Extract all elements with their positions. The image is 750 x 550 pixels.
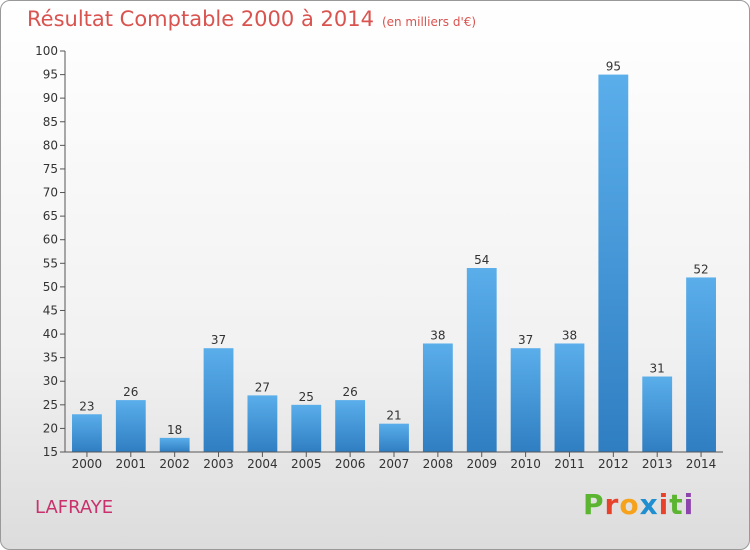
x-tick-label-2008: 2008 bbox=[423, 457, 454, 471]
bar-2009 bbox=[466, 268, 497, 452]
data-label-2001: 26 bbox=[123, 385, 138, 399]
x-tick-label-2010: 2010 bbox=[510, 457, 541, 471]
data-label-2000: 23 bbox=[79, 399, 94, 413]
logo-letter: i bbox=[658, 488, 670, 521]
bar-2004 bbox=[247, 395, 278, 452]
x-tick-label-2014: 2014 bbox=[686, 457, 717, 471]
y-tick-label: 70 bbox=[43, 186, 58, 200]
data-label-2002: 18 bbox=[167, 423, 182, 437]
data-label-2009: 54 bbox=[474, 253, 489, 267]
logo-letter: t bbox=[669, 488, 684, 521]
bar-2014 bbox=[686, 277, 716, 452]
data-label-2013: 31 bbox=[650, 362, 665, 376]
logo-letter: o bbox=[619, 488, 640, 521]
logo-letter: x bbox=[639, 488, 659, 521]
y-tick-label: 20 bbox=[43, 421, 58, 435]
logo-letter: P bbox=[583, 488, 605, 521]
data-label-2014: 52 bbox=[693, 262, 708, 276]
bar-2011 bbox=[554, 343, 585, 452]
y-tick-label: 65 bbox=[43, 209, 58, 223]
data-label-2005: 25 bbox=[299, 390, 314, 404]
logo-letter: r bbox=[604, 488, 620, 521]
y-tick-label: 45 bbox=[43, 303, 58, 317]
y-tick-label: 60 bbox=[43, 233, 58, 247]
logo-letter: i bbox=[683, 488, 695, 521]
y-tick-label: 80 bbox=[43, 138, 58, 152]
bar-2006 bbox=[335, 400, 366, 452]
data-label-2003: 37 bbox=[211, 333, 226, 347]
bars-group: 23 26 18 37 27 25 26 21 38 54 37 38 95 31 52 bbox=[72, 60, 716, 453]
data-label-2008: 38 bbox=[430, 328, 445, 342]
chart-title: Résultat Comptable 2000 à 2014 (en millie… bbox=[27, 7, 476, 31]
bar-2002 bbox=[159, 437, 190, 452]
data-label-2006: 26 bbox=[342, 385, 357, 399]
y-tick-label: 30 bbox=[43, 374, 58, 388]
x-tick-label-2012: 2012 bbox=[598, 457, 629, 471]
x-tick-label-2005: 2005 bbox=[291, 457, 322, 471]
x-tick-label-2004: 2004 bbox=[247, 457, 278, 471]
x-tick-label-2003: 2003 bbox=[203, 457, 234, 471]
y-tick-label: 75 bbox=[43, 162, 58, 176]
x-axis: 2000 2001 2002 2003 2004 2005 2006 2007 2008 2009… bbox=[65, 451, 723, 471]
y-tick-label: 35 bbox=[43, 351, 58, 365]
x-tick-label-2002: 2002 bbox=[159, 457, 190, 471]
data-label-2007: 21 bbox=[386, 409, 401, 423]
x-tick-label-2011: 2011 bbox=[554, 457, 585, 471]
y-axis: 15 20 25 30 35 40 45 50 55 60 65 70 75 80 85 90 95 100 bbox=[35, 44, 66, 459]
bar-2000 bbox=[72, 414, 102, 452]
proxiti-logo: Proxiti bbox=[583, 488, 694, 521]
y-tick-label: 15 bbox=[43, 445, 58, 459]
data-label-2004: 27 bbox=[255, 380, 270, 394]
y-tick-label: 50 bbox=[43, 280, 58, 294]
bar-2005 bbox=[291, 404, 322, 452]
bar-2013 bbox=[642, 376, 673, 452]
bar-2001 bbox=[115, 400, 146, 452]
bar-2003 bbox=[203, 348, 234, 452]
chart-unit: (en milliers d'€) bbox=[381, 15, 477, 29]
x-tick-label-2007: 2007 bbox=[379, 457, 410, 471]
bar-2010 bbox=[510, 348, 541, 452]
x-tick-label-2006: 2006 bbox=[335, 457, 366, 471]
y-tick-label: 90 bbox=[43, 91, 58, 105]
data-label-2012: 95 bbox=[606, 60, 621, 74]
bar-2008 bbox=[422, 343, 453, 452]
y-tick-label: 85 bbox=[43, 115, 58, 129]
x-tick-label-2009: 2009 bbox=[466, 457, 497, 471]
x-tick-label-2000: 2000 bbox=[72, 457, 103, 471]
bar-2012 bbox=[598, 74, 629, 453]
data-label-2011: 38 bbox=[562, 328, 577, 342]
data-label-2010: 37 bbox=[518, 333, 533, 347]
x-tick-label-2013: 2013 bbox=[642, 457, 673, 471]
y-tick-label: 100 bbox=[35, 44, 58, 58]
bar-2007 bbox=[379, 423, 409, 452]
x-tick-label-2001: 2001 bbox=[116, 457, 147, 471]
chart-title-text: Résultat Comptable 2000 à 2014 bbox=[27, 7, 374, 31]
y-tick-label: 95 bbox=[43, 68, 58, 82]
y-tick-label: 55 bbox=[43, 256, 58, 270]
commune-name: LAFRAYE bbox=[35, 497, 114, 518]
y-tick-label: 40 bbox=[43, 327, 58, 341]
y-tick-label: 25 bbox=[43, 398, 58, 412]
